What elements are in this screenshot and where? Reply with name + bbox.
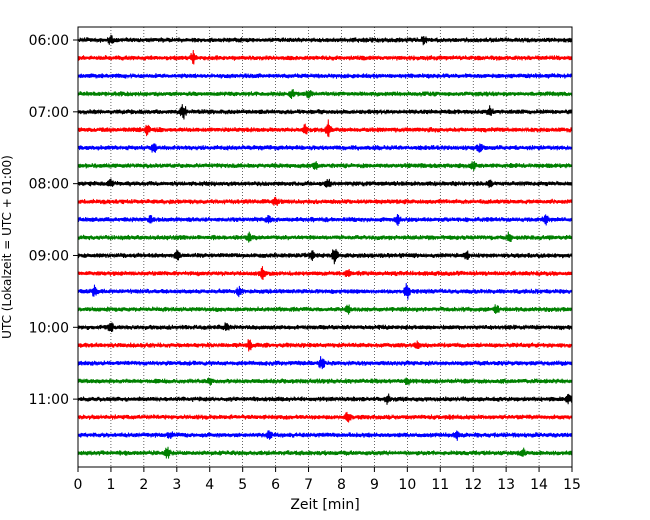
x-tick-label: 3 xyxy=(172,477,181,493)
grid-lines xyxy=(110,27,540,467)
trace-1130 xyxy=(77,430,573,441)
trace-0845 xyxy=(77,231,573,243)
trace-0800 xyxy=(77,178,573,188)
trace-0715 xyxy=(77,119,573,138)
trace-0830 xyxy=(77,213,573,226)
x-tick-label: 9 xyxy=(370,477,379,493)
y-tick-label: 10:00 xyxy=(29,320,69,336)
trace-0915 xyxy=(77,266,573,281)
trace-0930 xyxy=(77,283,573,300)
trace-0615 xyxy=(77,50,573,65)
trace-0900 xyxy=(77,248,573,265)
y-tick-label: 06:00 xyxy=(29,33,69,49)
y-tick-label: 07:00 xyxy=(29,105,69,121)
y-tick-label: 09:00 xyxy=(29,248,69,264)
x-tick-label: 2 xyxy=(139,477,148,493)
x-tick-label: 12 xyxy=(464,477,482,493)
x-tick-label: 0 xyxy=(74,477,83,493)
x-tick-label: 11 xyxy=(431,477,449,493)
x-tick-label: 14 xyxy=(530,477,548,493)
trace-1030 xyxy=(77,356,573,370)
trace-1100 xyxy=(77,393,573,405)
trace-1145 xyxy=(77,446,573,459)
trace-series xyxy=(77,34,573,459)
x-tick-label: 4 xyxy=(205,477,214,493)
y-tick-label: 08:00 xyxy=(29,177,69,193)
x-tick-label: 5 xyxy=(238,477,247,493)
y-tick-label: 11:00 xyxy=(29,392,69,408)
trace-0815 xyxy=(77,196,573,206)
trace-1045 xyxy=(77,377,573,386)
trace-0600 xyxy=(77,34,573,46)
x-tick-label: 13 xyxy=(497,477,515,493)
trace-0730 xyxy=(77,143,573,153)
trace-1115 xyxy=(77,411,573,423)
x-tick-label: 15 xyxy=(563,477,581,493)
trace-0630 xyxy=(77,72,573,79)
trace-0945 xyxy=(77,304,573,315)
trace-1000 xyxy=(77,322,573,332)
x-tick-label: 10 xyxy=(398,477,416,493)
x-axis-label: Zeit [min] xyxy=(290,497,359,513)
x-tick-label: 8 xyxy=(337,477,346,493)
x-tick-label: 6 xyxy=(271,477,280,493)
trace-1015 xyxy=(77,339,573,352)
y-axis-ticks: 06:00 07:00 08:00 09:00 10:00 11:00 xyxy=(29,33,78,408)
y-axis-label: UTC (Lokalzeit = UTC + 01:00) xyxy=(0,155,14,339)
trace-0745 xyxy=(77,160,573,171)
x-axis-ticks: 0 1 2 3 4 5 6 7 8 9 10 11 12 13 14 15 xyxy=(74,467,581,493)
plot-frame xyxy=(77,26,573,468)
x-tick-label: 1 xyxy=(106,477,115,493)
trace-0700 xyxy=(77,104,573,120)
x-tick-label: 7 xyxy=(304,477,313,493)
trace-0645 xyxy=(77,88,573,100)
